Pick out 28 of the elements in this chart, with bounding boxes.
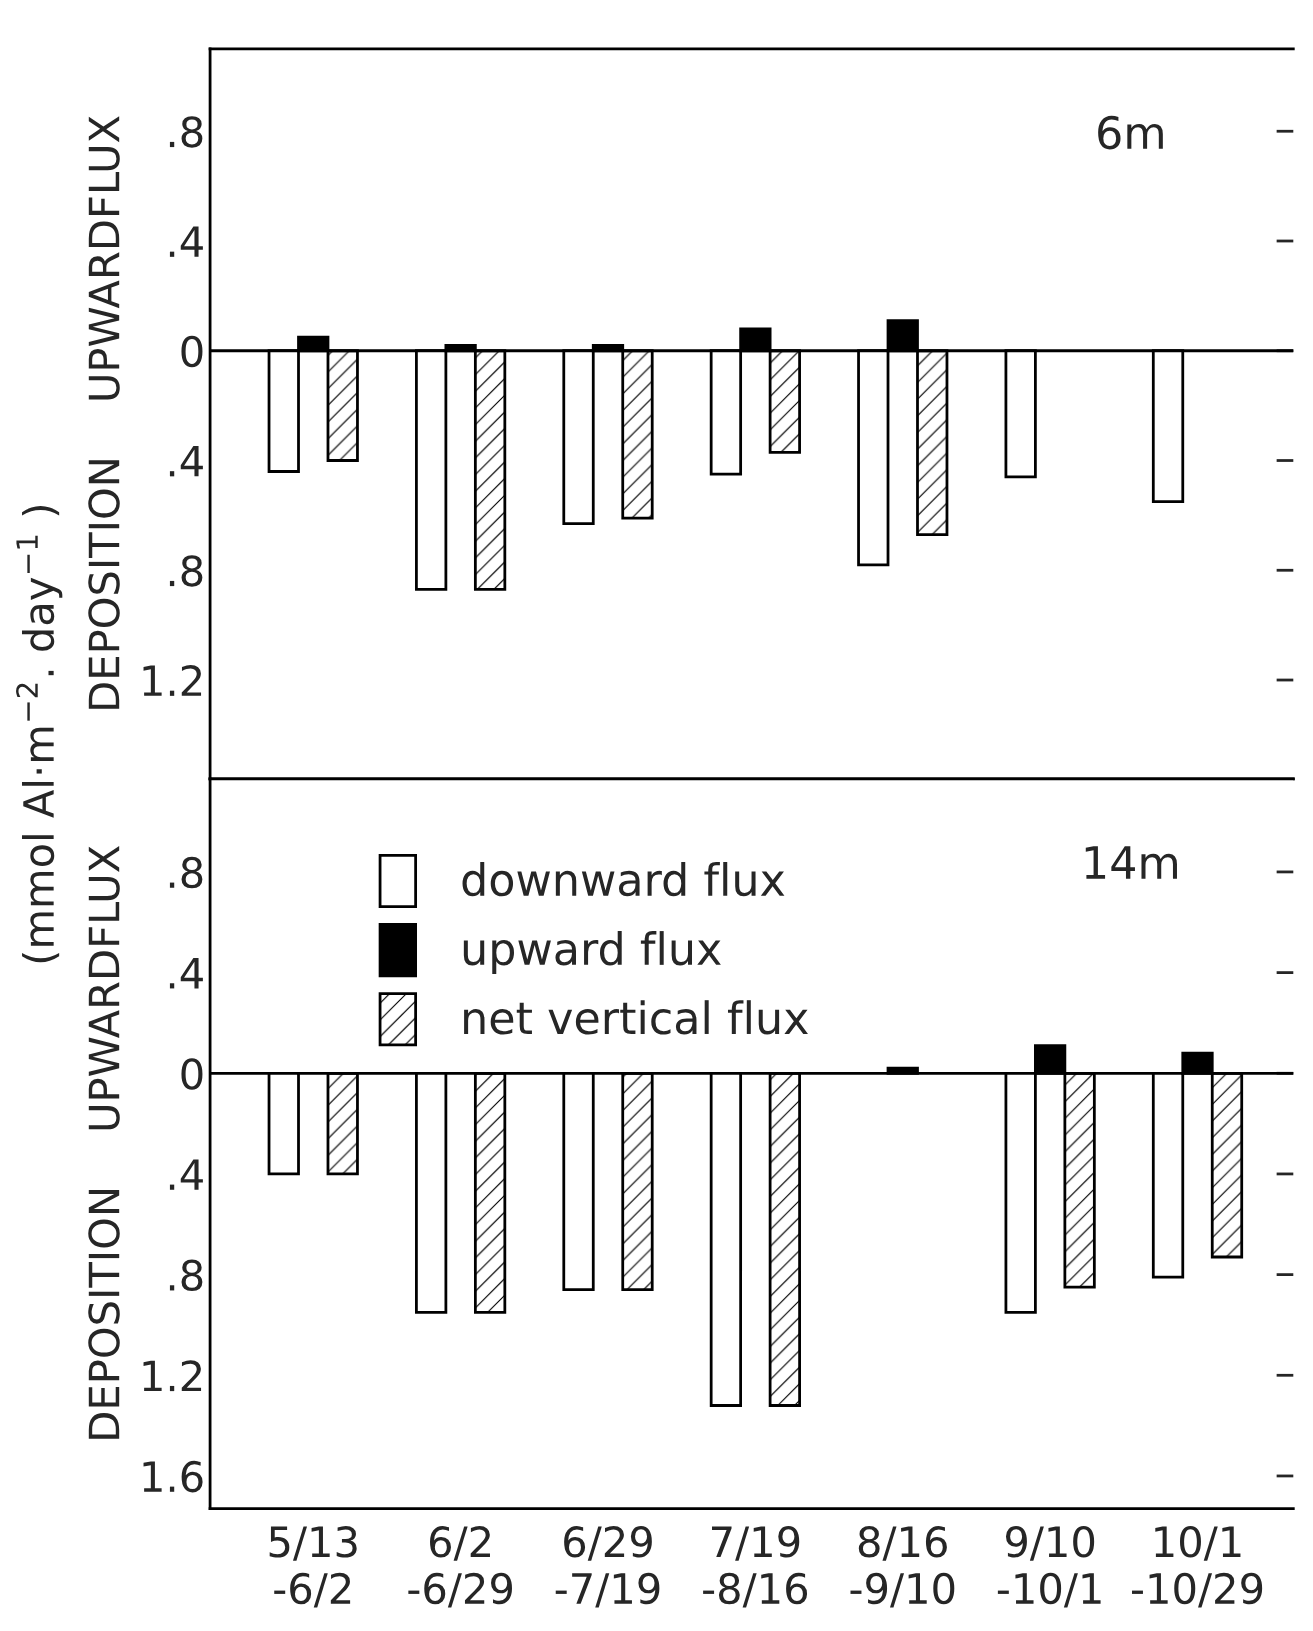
- x-tick-label: 5/13 -6/2: [269, 1526, 357, 1608]
- legend-label: net vertical flux: [464, 1000, 808, 1035]
- y-axis-title: DEPOSITION UPWARDFLUX: [88, 846, 120, 1439]
- y-tick-label: 0: [181, 1058, 203, 1090]
- legend-label: downward flux: [462, 861, 785, 897]
- y-tick-label: 1.2: [143, 664, 202, 696]
- x-tick-label: 6/29 -7/19: [555, 1526, 660, 1608]
- x-tick-label: 8/16 -9/10: [850, 1526, 955, 1608]
- legend-label: upward flux: [463, 931, 721, 975]
- y-tick-label: .4: [169, 1159, 203, 1190]
- y-tick-label: .4: [169, 445, 203, 477]
- text: 6m: [1098, 115, 1163, 150]
- x-tick-label: 6/2 -6/29: [408, 1526, 512, 1608]
- text: (mmol Al·m$^{−2}$. day$^{−1}$ ): [16, 506, 63, 963]
- x-tick-label: 7/19 -8/16: [703, 1526, 808, 1608]
- y-tick-label: .4: [169, 958, 203, 989]
- y-tick-label: .8: [169, 116, 203, 148]
- y-tick-label: .8: [169, 856, 203, 889]
- y-tick-label: .4: [169, 226, 203, 257]
- y-tick-label: 0: [181, 335, 203, 368]
- y-tick-label: 1.6: [143, 1460, 203, 1493]
- x-tick-label: 9/10 -10/1: [997, 1526, 1101, 1608]
- x-tick-label: 10/1 -10/29: [1131, 1526, 1263, 1608]
- y-axis-title: DEPOSITION UPWARDFLUX: [88, 116, 120, 709]
- y-tick-label: 1.2: [143, 1360, 202, 1392]
- y-tick-label: .8: [169, 1259, 203, 1292]
- text: 14m: [1085, 846, 1177, 879]
- y-tick-label: .8: [169, 555, 203, 587]
